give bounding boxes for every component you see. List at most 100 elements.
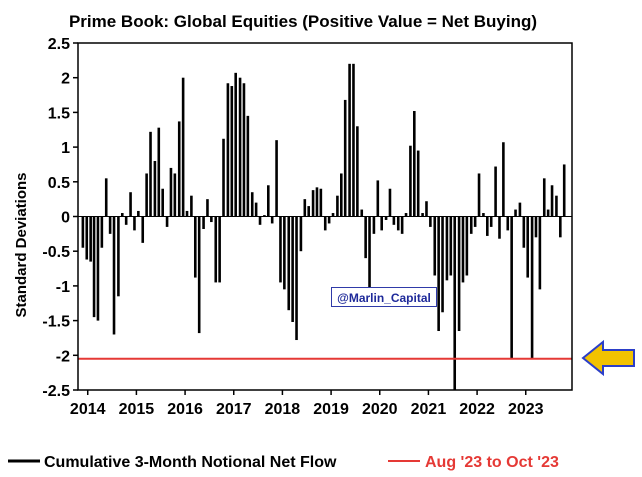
bar [396,216,400,231]
bar [181,77,185,217]
y-axis-label: Standard Deviations [13,172,30,317]
bar [368,216,371,290]
bar [416,150,420,217]
bar [534,216,538,238]
bar [380,216,383,231]
bar [124,216,128,225]
x-tick-label: 2017 [216,401,252,418]
bar [404,213,408,217]
bar [352,63,355,217]
bar [275,140,278,217]
bar [85,216,89,260]
bar [96,216,100,321]
bar [546,209,550,217]
bar [197,216,201,334]
bar [157,127,161,217]
y-tick-label: 2.5 [48,36,70,53]
x-tick-label: 2014 [70,401,106,418]
bar [137,210,140,217]
y-tick-label: -2.5 [42,383,70,400]
bar [287,216,291,311]
bar [502,142,505,217]
bar [117,216,120,297]
bar [149,131,152,217]
bar [185,210,189,217]
bar [120,213,124,217]
bar [193,216,197,278]
x-ticks: 2014 2015 2016 2017 2018 2019 2020 2021 2022 2023 [70,390,544,418]
bar [129,192,132,217]
bar [542,178,546,217]
bar [89,216,92,262]
bar [291,216,294,322]
bar [489,216,493,227]
x-tick-label: 2023 [508,401,544,418]
bar [153,160,157,217]
bar [190,195,193,217]
bar [108,216,112,234]
bar [562,164,566,217]
y-tick-label: 1 [61,140,70,157]
bar [429,216,432,227]
bar [473,216,477,227]
bar [222,138,225,217]
bar [550,185,554,217]
bar [498,216,501,239]
bar [356,126,359,217]
y-ticks: 2.5 2 1.5 1 0.5 0 -0.5 -1 -1.5 -2 -2.5 [42,36,78,400]
y-tick-label: -0.5 [42,244,70,261]
bar [461,216,465,283]
legend-label-net-flow: Cumulative 3-Month Notional Net Flow [44,454,337,471]
bar [364,216,367,259]
legend-label-ref: Aug '23 to Oct '23 [425,454,559,471]
bar [214,216,218,283]
bar [315,187,319,217]
bar [331,213,335,217]
bar [81,216,85,248]
bar [530,216,534,359]
bar [514,209,517,217]
bar [384,216,388,220]
bar [477,173,481,217]
bar [311,190,315,217]
bar [409,145,412,217]
bar [482,213,485,217]
bar [510,216,513,359]
bar [177,121,181,217]
x-tick-label: 2015 [119,401,155,418]
bar [230,86,234,217]
bar [327,216,331,224]
bar [400,216,404,234]
y-tick-label: -1.5 [42,314,70,331]
bar [307,206,310,217]
arrow-icon [581,339,635,377]
bar [453,216,457,390]
bar [92,216,96,318]
bar [234,72,237,217]
y-tick-label: 0.5 [48,175,70,192]
x-tick-label: 2022 [459,401,495,418]
bar [267,185,270,217]
bar [133,216,136,231]
bar [206,199,209,217]
bar [441,216,444,313]
bar [299,216,303,252]
bar [449,216,453,276]
bar [100,216,104,248]
bar [413,111,416,217]
bar [445,216,449,281]
watermark-badge: @Marlin_Capital [331,287,437,307]
bar [538,216,542,290]
bar [145,173,148,217]
bar [218,216,221,283]
x-tick-label: 2019 [313,401,349,418]
bar [283,216,286,290]
bar [303,199,307,217]
bar [336,195,339,217]
bar [258,216,262,225]
x-tick-label: 2018 [265,401,301,418]
bar [465,216,469,276]
bar [226,83,230,217]
y-tick-label: 1.5 [48,105,70,122]
